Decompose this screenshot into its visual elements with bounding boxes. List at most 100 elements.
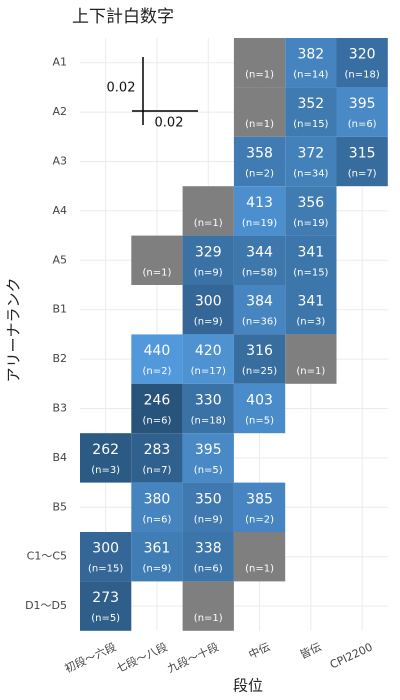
cell-count: (n=1) — [143, 267, 172, 278]
cell-value: 341 — [297, 244, 324, 260]
cell-count: (n=15) — [293, 119, 328, 130]
cell-value: 300 — [195, 294, 222, 310]
x-tick-label: 初段～六段 — [62, 640, 118, 676]
cell-count: (n=7) — [143, 465, 172, 476]
heat-cell — [233, 186, 286, 236]
cell-count: (n=7) — [348, 169, 377, 180]
cell-count: (n=1) — [194, 613, 223, 624]
cell-count: (n=15) — [88, 564, 123, 575]
y-tick-label: A5 — [52, 253, 67, 266]
y-tick-label: A1 — [52, 56, 67, 69]
cell-value: 413 — [246, 195, 273, 211]
cell-value: 403 — [246, 393, 273, 409]
cell-count: (n=2) — [245, 514, 274, 525]
cell-value: 361 — [144, 541, 171, 557]
heat-cell — [131, 383, 183, 434]
x-tick-label: 皆伝 — [298, 640, 323, 661]
cell-count: (n=3) — [296, 317, 325, 328]
heat-cell — [285, 186, 337, 236]
cell-value: 395 — [195, 442, 222, 458]
cell-count: (n=2) — [245, 169, 274, 180]
heat-cell — [285, 235, 337, 285]
y-tick-label: A4 — [52, 204, 67, 217]
y-tick-label: A3 — [52, 155, 67, 168]
heat-cell — [233, 235, 286, 285]
cell-value: 356 — [297, 195, 324, 211]
cell-count: (n=9) — [143, 564, 172, 575]
heat-cell — [182, 532, 234, 582]
cell-count: (n=5) — [194, 465, 223, 476]
na-cell — [233, 87, 286, 137]
cell-value: 320 — [349, 47, 376, 63]
cell-count: (n=34) — [293, 169, 328, 180]
y-tick-label: B5 — [52, 500, 67, 513]
cell-value: 372 — [297, 146, 324, 162]
heat-cell — [285, 285, 337, 335]
cell-value: 329 — [195, 244, 222, 260]
cell-count: (n=6) — [194, 564, 223, 575]
cell-count: (n=9) — [194, 317, 223, 328]
y-axis-title: アリーナランク — [5, 277, 23, 382]
cell-count: (n=18) — [345, 70, 380, 81]
heat-cell — [233, 383, 286, 434]
cell-count: (n=6) — [143, 514, 172, 525]
x-tick-label: 七段～八段 — [114, 640, 170, 676]
cell-value: 344 — [246, 244, 273, 260]
heat-cell — [182, 334, 234, 384]
heat-cell — [131, 482, 183, 532]
cell-value: 395 — [349, 96, 376, 112]
y-tick-label: B4 — [52, 451, 67, 464]
cell-value: 352 — [297, 96, 324, 112]
y-tick-label: A2 — [52, 105, 67, 118]
heat-cell — [80, 532, 132, 582]
cell-value: 316 — [246, 343, 273, 359]
heat-cell — [285, 136, 337, 187]
cell-value: 358 — [246, 146, 273, 162]
cell-value: 380 — [144, 491, 171, 507]
cell-value: 330 — [195, 393, 222, 409]
heat-cell — [131, 334, 183, 384]
na-cell — [285, 334, 337, 384]
heat-cell — [182, 235, 234, 285]
cell-value: 273 — [92, 590, 119, 606]
cell-count: (n=25) — [242, 366, 277, 377]
cell-value: 283 — [144, 442, 171, 458]
cell-value: 338 — [195, 541, 222, 557]
x-axis-title: 段位 — [233, 677, 263, 695]
cell-count: (n=5) — [91, 613, 120, 624]
cell-value: 384 — [246, 294, 273, 310]
na-cell — [182, 186, 234, 236]
na-cell — [233, 38, 286, 88]
cell-count: (n=2) — [143, 366, 172, 377]
heat-cell — [182, 285, 234, 335]
cell-count: (n=6) — [143, 416, 172, 427]
cell-count: (n=9) — [194, 514, 223, 525]
cell-count: (n=14) — [293, 70, 328, 81]
y-tick-label: C1～C5 — [27, 550, 67, 563]
cell-value: 315 — [349, 146, 376, 162]
heat-cell — [131, 433, 183, 483]
cell-count: (n=17) — [191, 366, 226, 377]
heat-cell — [285, 38, 337, 88]
heat-cell — [233, 136, 286, 187]
cell-value: 341 — [297, 294, 324, 310]
cell-value: 385 — [246, 491, 273, 507]
cells: (n=1) 382 (n=14) 320 (n=18) (n=1) 352 (n=15) 395… — [80, 38, 388, 631]
x-tick-label: 九段～十段 — [165, 640, 221, 676]
cell-value: 440 — [144, 343, 171, 359]
cell-count: (n=5) — [245, 416, 274, 427]
cell-count: (n=1) — [245, 119, 274, 130]
cell-count: (n=1) — [245, 564, 274, 575]
y-tick-label: B2 — [52, 352, 67, 365]
cell-value: 420 — [195, 343, 222, 359]
cell-value: 262 — [92, 442, 119, 458]
annotation: 0.02 — [107, 81, 136, 96]
heat-cell — [80, 581, 132, 631]
cell-count: (n=15) — [293, 267, 328, 278]
na-cell — [233, 532, 286, 582]
cell-count: (n=3) — [91, 465, 120, 476]
cell-count: (n=6) — [348, 119, 377, 130]
cell-value: 350 — [195, 491, 222, 507]
x-tick-label: 中伝 — [247, 640, 272, 661]
